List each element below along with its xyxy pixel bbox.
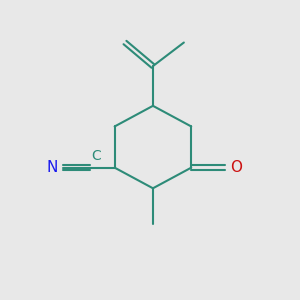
- Text: N: N: [46, 160, 58, 175]
- Text: C: C: [91, 149, 101, 163]
- Text: O: O: [230, 160, 242, 175]
